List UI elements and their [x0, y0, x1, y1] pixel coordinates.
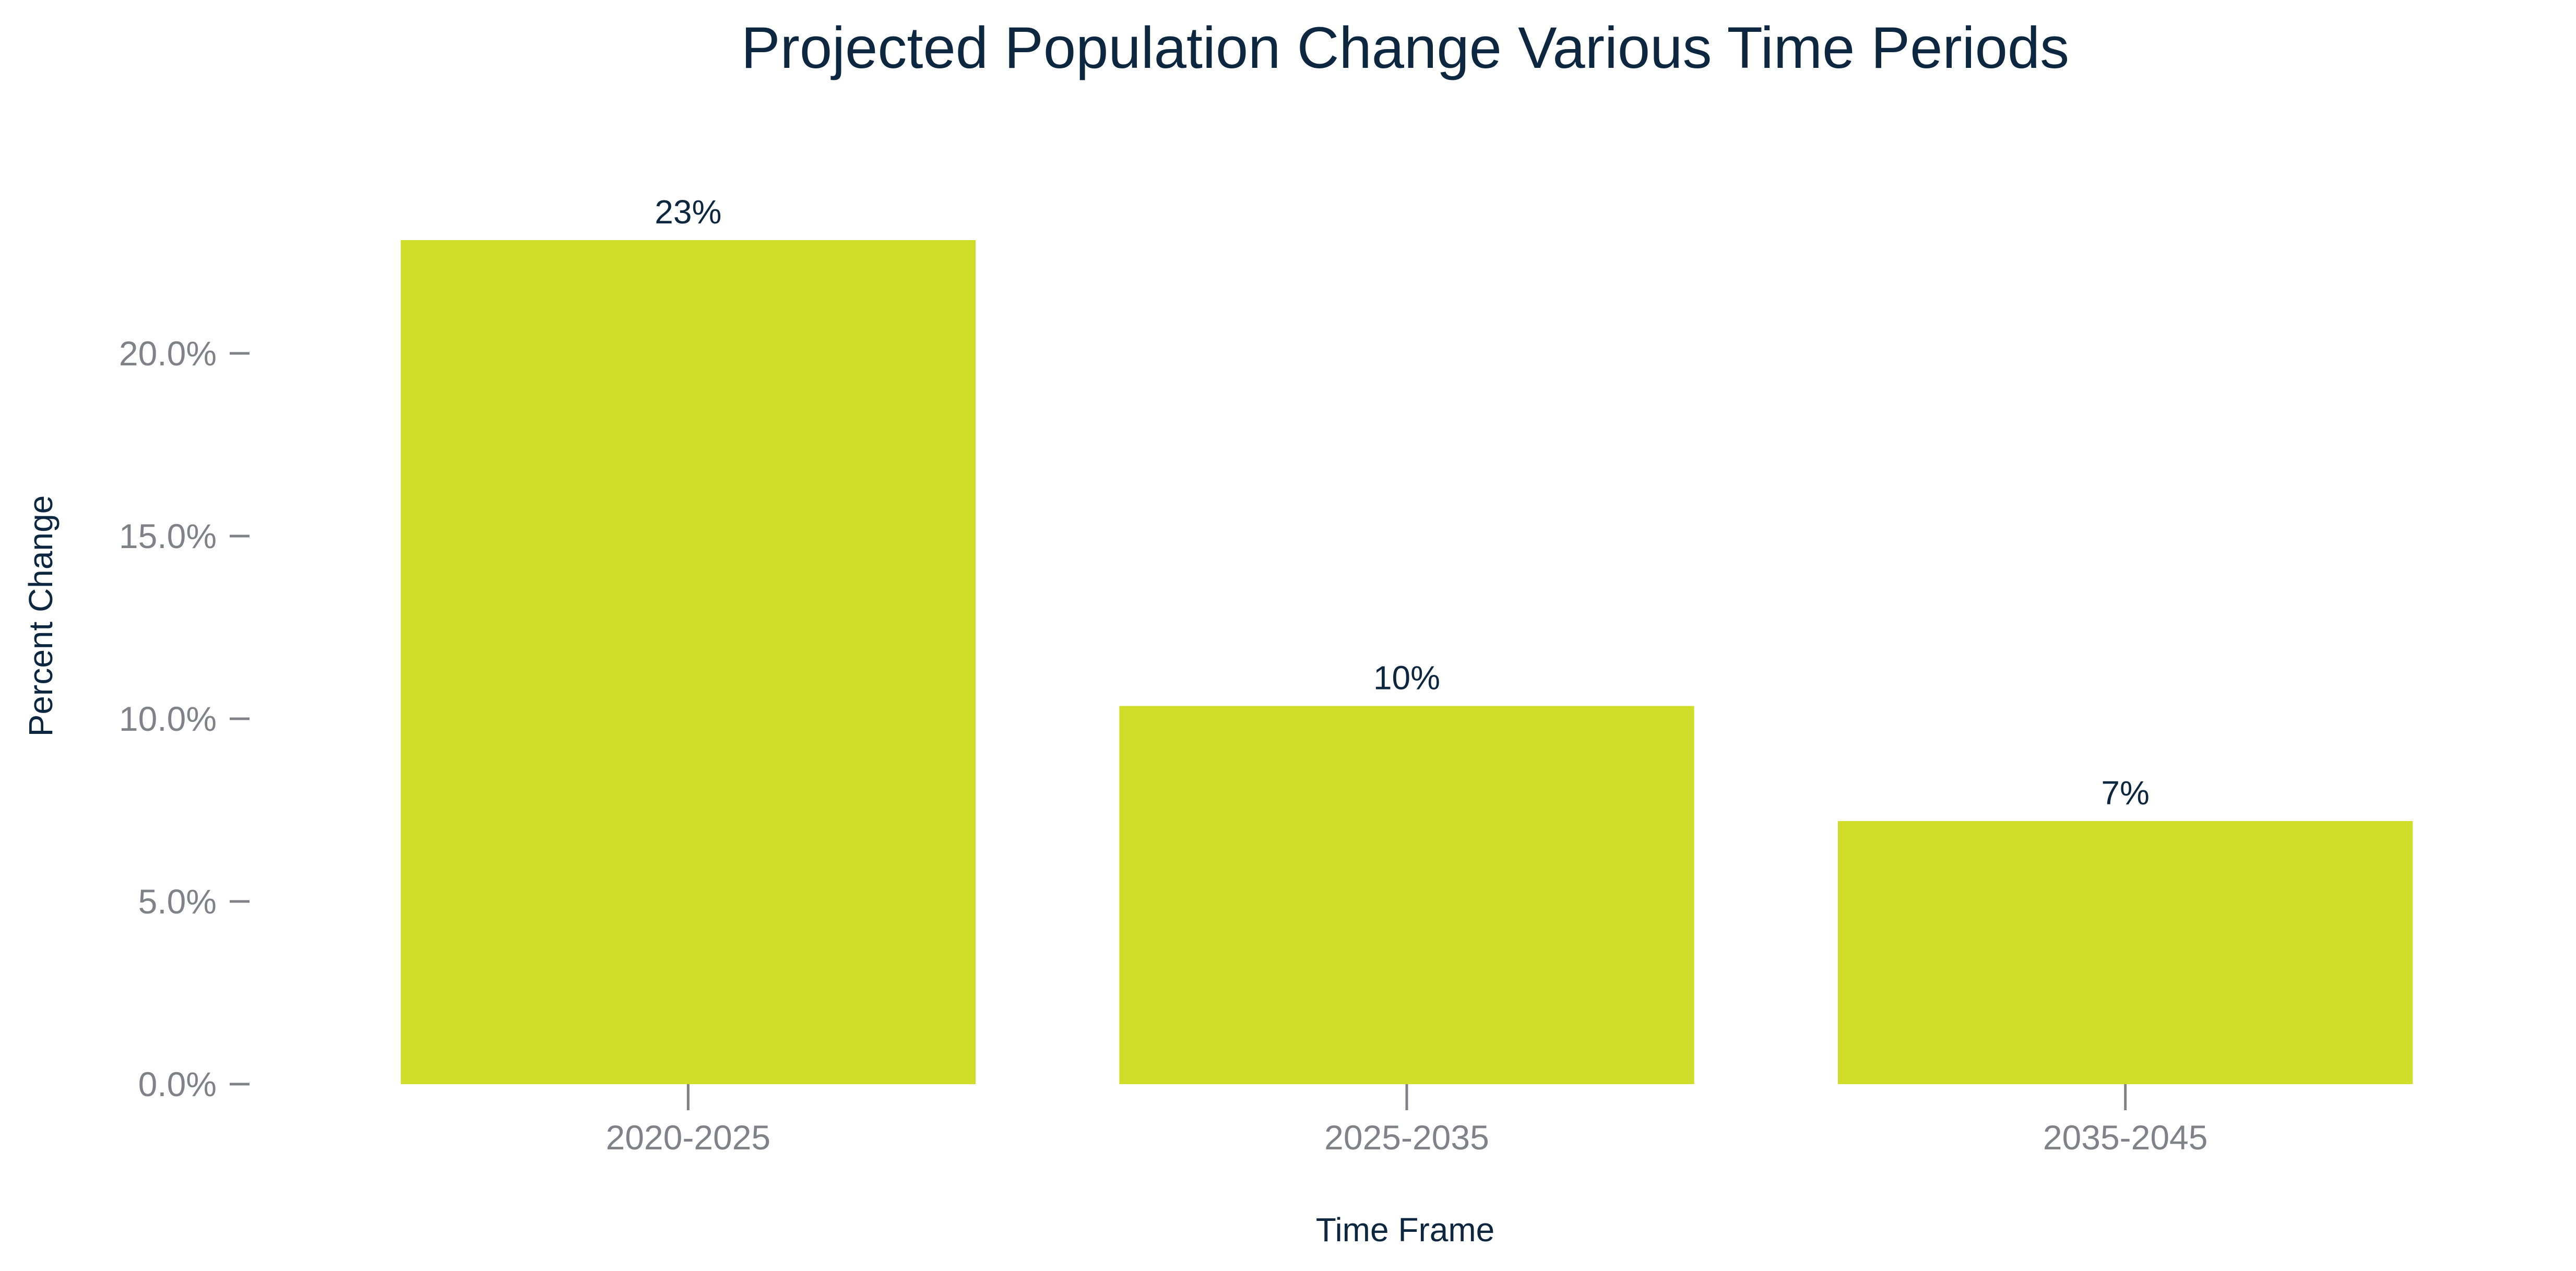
- data-label: 10%: [1373, 659, 1440, 697]
- x-axis-label: Time Frame: [1316, 1211, 1495, 1249]
- chart-title: Projected Population Change Various Time…: [741, 15, 2069, 80]
- data-label: 23%: [655, 193, 721, 231]
- y-axis-label: Percent Change: [22, 495, 60, 737]
- y-tick-label: 5.0%: [138, 882, 217, 921]
- y-tick-label: 0.0%: [138, 1065, 217, 1103]
- bars-group: [400, 240, 2413, 1084]
- y-tick-label: 15.0%: [119, 517, 217, 555]
- bar-2025-2035: [1119, 706, 1694, 1084]
- bar-2035-2045: [1838, 821, 2413, 1084]
- y-axis-ticks: 0.0% 5.0% 10.0% 15.0% 20.0%: [119, 334, 250, 1103]
- y-tick-label: 10.0%: [119, 699, 217, 738]
- data-label: 7%: [2101, 774, 2150, 812]
- x-tick-label: 2020-2025: [606, 1118, 771, 1157]
- bar-2020-2025: [400, 240, 976, 1084]
- x-axis-ticks: 2020-2025 2025-2035 2035-2045: [606, 1084, 2208, 1157]
- x-tick-label: 2035-2045: [2043, 1118, 2208, 1157]
- data-labels: 23% 10% 7%: [655, 193, 2150, 812]
- x-tick-label: 2025-2035: [1324, 1118, 1489, 1157]
- y-tick-label: 20.0%: [119, 334, 217, 373]
